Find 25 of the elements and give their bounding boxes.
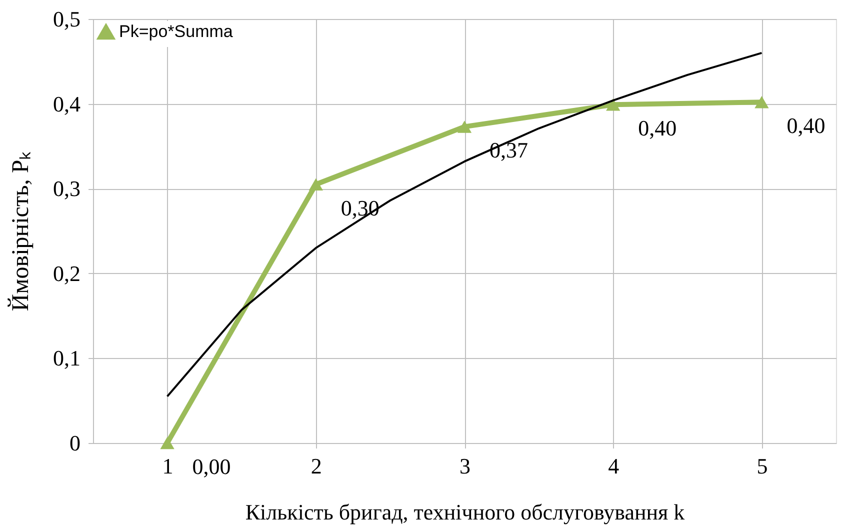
x-tick-label: 3 [460, 454, 470, 478]
legend-label: Pk=po*Summa [119, 22, 234, 41]
data-label: 0,40 [786, 113, 826, 138]
point [754, 96, 769, 108]
x-tick-label: 2 [310, 454, 322, 478]
x-tick-label: 5 [756, 454, 768, 478]
x-axis-title: Кількість бригад, технічного обслуговування k [245, 500, 685, 524]
line-series [166, 52, 763, 398]
y-tick-label: 0,2 [53, 260, 80, 286]
point [457, 120, 472, 133]
data-label: 0,37 [490, 138, 528, 163]
point [160, 436, 174, 450]
y-tick-label: 0,3 [53, 176, 80, 202]
y-tick-label: 0,5 [53, 6, 80, 32]
x-tick-label: 1 [162, 454, 174, 478]
y-axis-title: Ймовірність, Pₖ [7, 150, 34, 312]
y-tick-label: 0,4 [53, 91, 80, 116]
data-label: 0,40 [638, 116, 677, 141]
point [606, 98, 620, 111]
data-label: 0,00 [192, 454, 231, 479]
y-tick-label: 0 [70, 430, 80, 456]
point [308, 178, 323, 190]
x-tick-label: 4 [608, 454, 620, 478]
y-tick-label: 0,1 [53, 346, 80, 371]
data-label: 0,30 [340, 195, 380, 220]
